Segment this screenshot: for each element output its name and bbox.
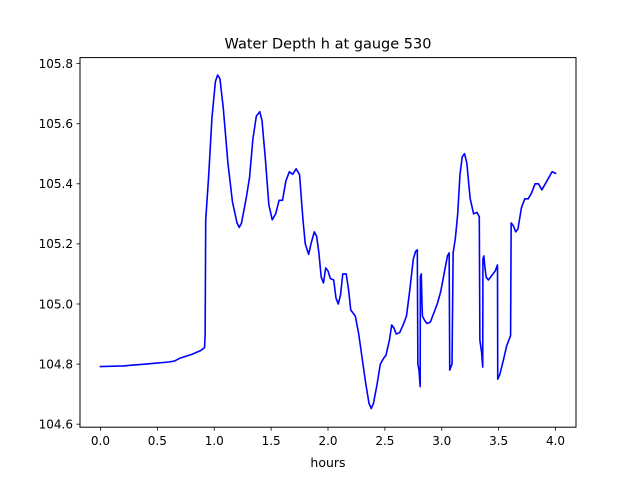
series-line <box>99 74 557 410</box>
x-tick-label: 0.0 <box>91 434 110 448</box>
y-tick-label: 105.2 <box>39 237 73 251</box>
x-tick-label: 4.0 <box>546 434 565 448</box>
y-tick-label: 105.6 <box>39 117 73 131</box>
y-tick-label: 104.6 <box>39 417 73 431</box>
x-tick-label: 2.5 <box>375 434 394 448</box>
x-tick-label: 3.5 <box>489 434 508 448</box>
x-axis-label: hours <box>310 455 345 470</box>
plot-area <box>80 57 576 428</box>
y-tick-label: 105.8 <box>39 57 73 71</box>
x-tick-label: 1.5 <box>262 434 281 448</box>
y-tick-label: 105.4 <box>39 177 73 191</box>
y-tick-label: 104.8 <box>39 357 73 371</box>
plot-frame <box>79 57 577 428</box>
x-tick-label: 0.5 <box>148 434 167 448</box>
x-tick-label: 2.0 <box>318 434 337 448</box>
y-axis: 104.6 104.8 105.0 105.2 105.4 105.6 105.8 <box>39 57 80 431</box>
y-tick-label: 105.0 <box>39 297 73 311</box>
chart-title: Water Depth h at gauge 530 <box>225 37 432 53</box>
x-tick-label: 3.0 <box>432 434 451 448</box>
x-tick-label: 1.0 <box>205 434 224 448</box>
plot-background <box>80 57 576 428</box>
x-axis: 0.0 0.5 1.0 1.5 2.0 2.5 3.0 3.5 4.0 <box>91 427 565 448</box>
